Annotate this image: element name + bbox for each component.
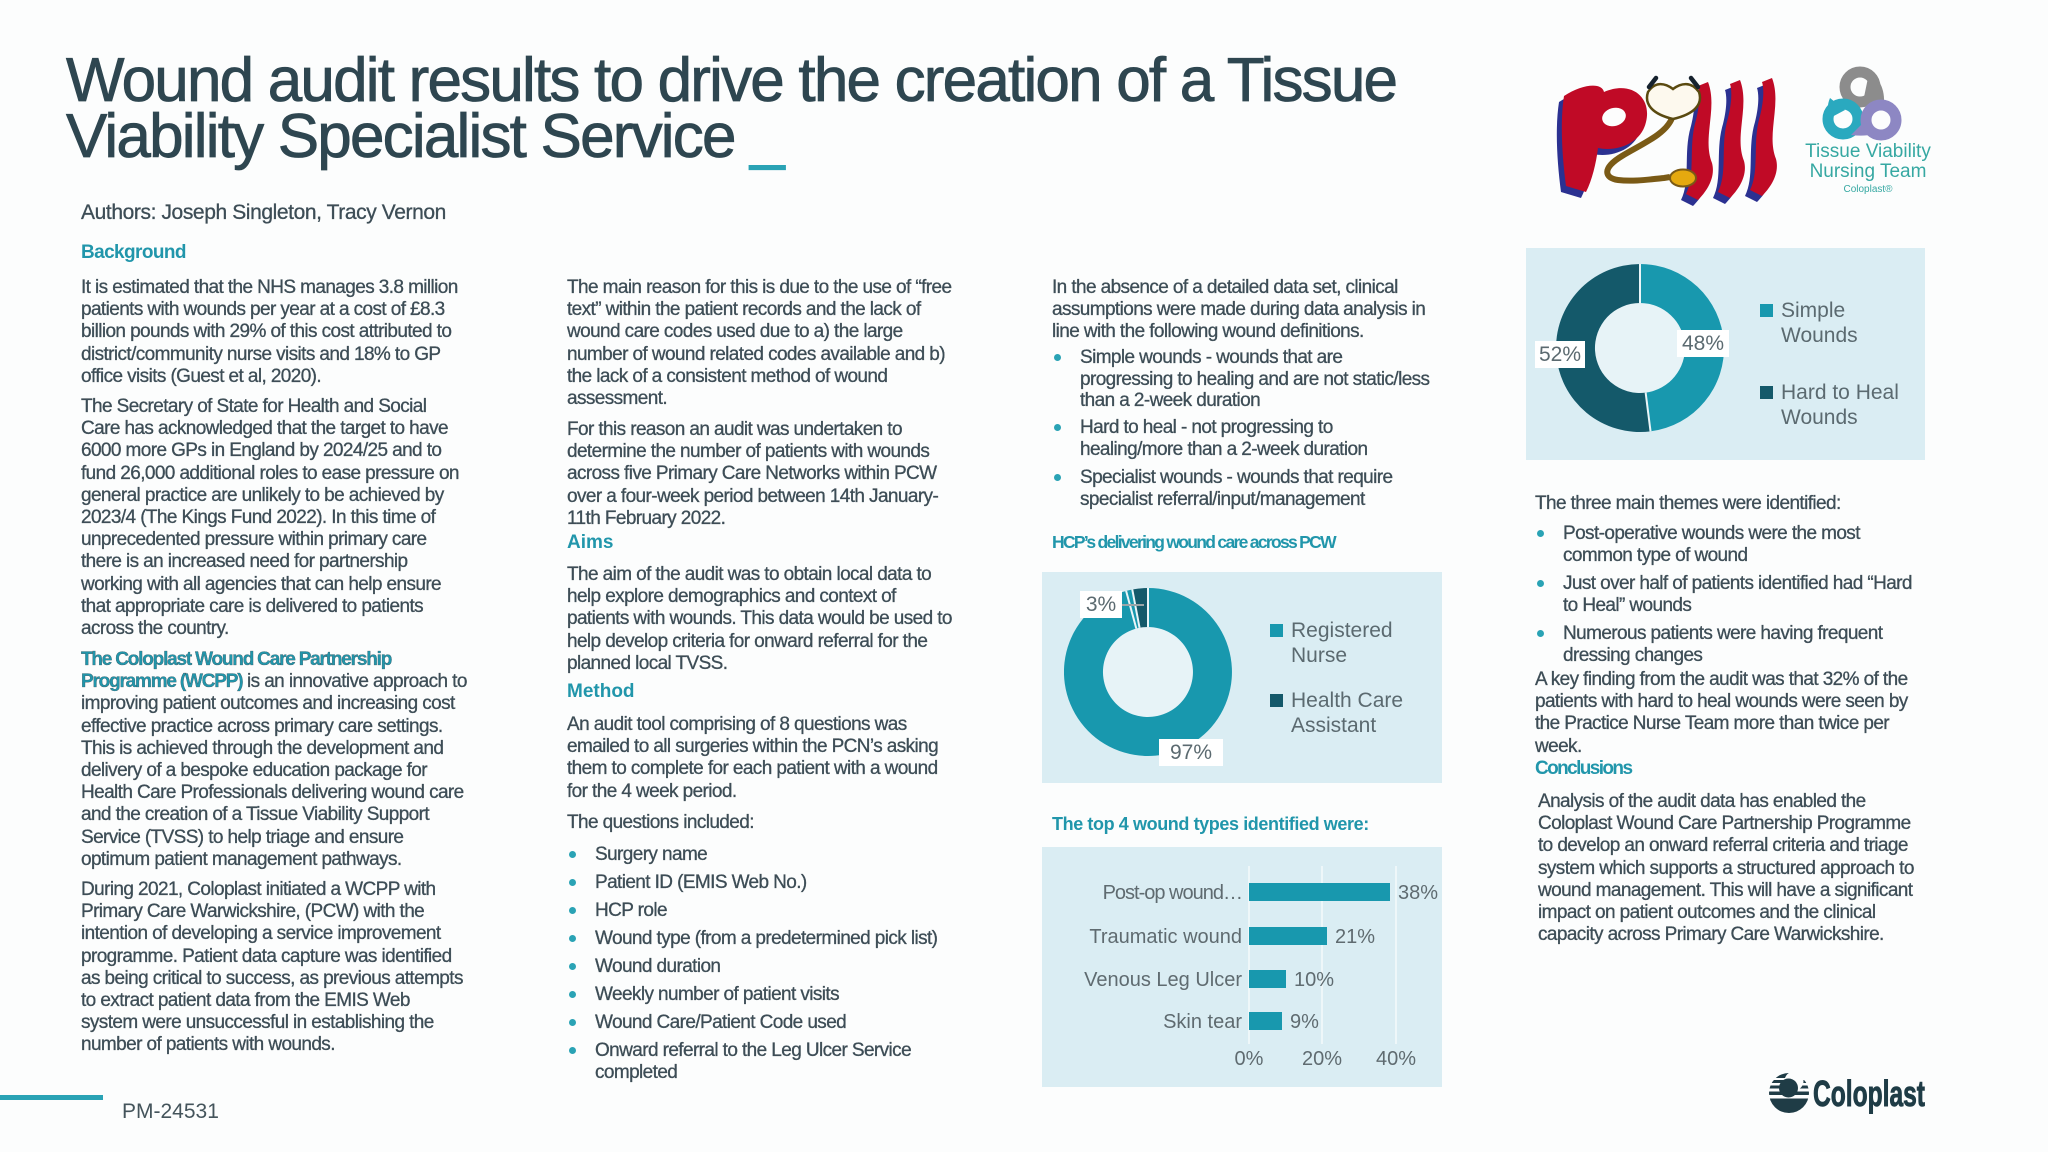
svg-text:Venous Leg Ulcer: Venous Leg Ulcer [1084,969,1242,991]
svg-text:40%: 40% [1376,1048,1416,1070]
svg-text:Nursing Team: Nursing Team [1810,161,1927,182]
svg-text:38%: 38% [1398,882,1438,904]
svg-text:20%: 20% [1302,1048,1342,1070]
svg-text:Tissue Viability: Tissue Viability [1805,141,1931,162]
svg-text:0%: 0% [1235,1048,1264,1070]
svg-text:Skin tear: Skin tear [1163,1011,1242,1033]
svg-text:21%: 21% [1335,926,1375,948]
svg-text:Coloplast: Coloplast [1813,1073,1925,1114]
svg-text:9%: 9% [1290,1011,1319,1033]
svg-text:Coloplast®: Coloplast® [1843,184,1893,195]
svg-text:Post-op wound…: Post-op wound… [1103,882,1242,904]
svg-text:10%: 10% [1294,969,1334,991]
svg-text:Traumatic wound: Traumatic wound [1089,926,1242,948]
